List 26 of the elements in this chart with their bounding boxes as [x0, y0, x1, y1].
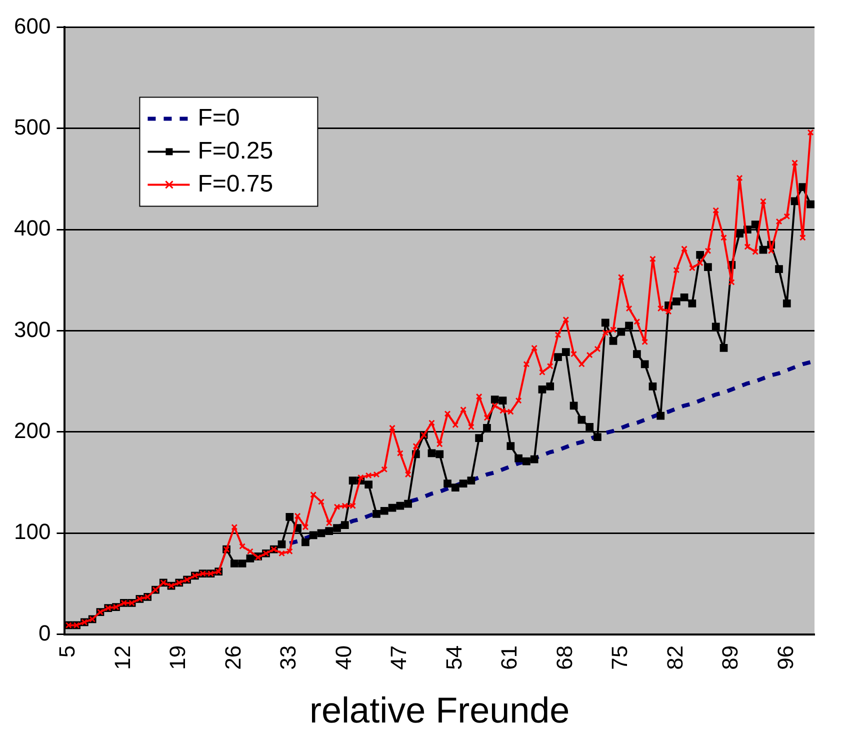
y-tick-label: 200 — [14, 418, 51, 444]
x-tick-label: 82 — [662, 645, 688, 670]
legend-label: F=0.75 — [198, 170, 274, 198]
x-tick-label: 5 — [54, 645, 80, 658]
y-tick-label: 500 — [14, 114, 51, 140]
x-axis-title: relative Freunde — [310, 689, 570, 730]
legend-label: F=0 — [198, 104, 240, 132]
y-tick-label: 300 — [14, 316, 51, 342]
x-tick-label: 33 — [276, 645, 301, 670]
y-tick-label: 100 — [14, 519, 51, 544]
x-tick-label: 40 — [330, 645, 356, 670]
x-tick-label: 19 — [165, 645, 190, 670]
y-tick-label: 600 — [14, 13, 51, 38]
x-tick-label: 12 — [110, 645, 135, 670]
x-tick-label: 75 — [607, 645, 632, 670]
x-tick-label: 47 — [386, 645, 412, 670]
y-tick-label: 0 — [38, 620, 51, 646]
y-tick-label: 400 — [14, 216, 51, 241]
line-series — [288, 360, 813, 546]
x-tick-label: 26 — [220, 645, 246, 670]
x-tick-label: 61 — [496, 645, 522, 670]
x-tick-label: 54 — [441, 645, 466, 670]
x-tick-label: 96 — [772, 645, 798, 670]
legend-label: F=0.25 — [198, 137, 274, 164]
x-tick-label: 68 — [552, 645, 577, 670]
x-tick-label: 89 — [718, 645, 743, 670]
